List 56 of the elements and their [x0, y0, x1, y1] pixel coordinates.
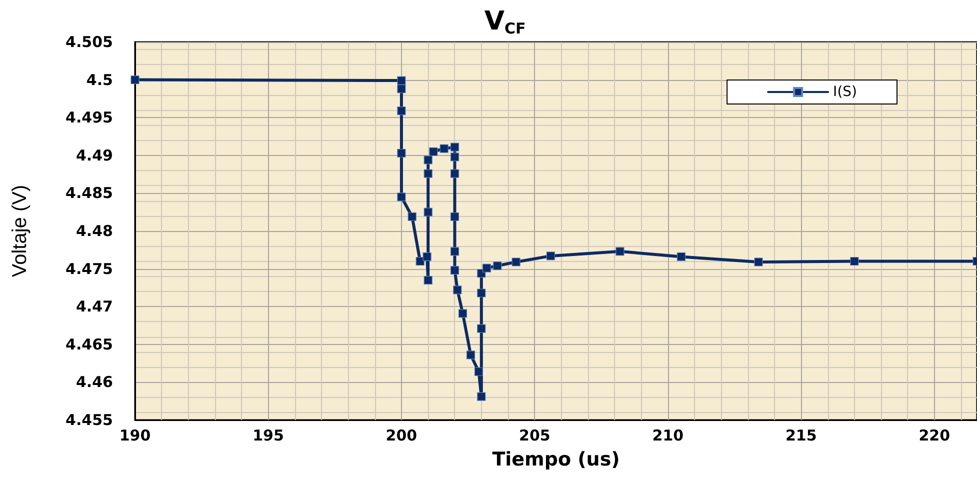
point — [450, 169, 460, 178]
point — [450, 266, 460, 275]
point — [424, 208, 432, 216]
x-tick-label: 190 — [119, 426, 151, 444]
y-tick-label: 4.465 — [66, 335, 113, 354]
point — [422, 252, 432, 262]
x-tick-label: 220 — [918, 426, 950, 444]
point — [397, 106, 406, 116]
point — [397, 76, 406, 85]
point — [474, 367, 484, 376]
point — [424, 169, 432, 178]
point — [424, 156, 432, 164]
y-tick-label: 4.505 — [66, 33, 113, 51]
point — [424, 276, 432, 284]
x-tick-label: 205 — [519, 426, 550, 444]
y-tick-label: 4.485 — [66, 184, 113, 202]
point — [676, 252, 686, 262]
y-tick-label: 4.495 — [66, 108, 113, 127]
x-tick-label: 210 — [652, 426, 684, 444]
point — [450, 142, 460, 152]
point — [546, 252, 555, 260]
point — [616, 247, 624, 256]
point — [408, 212, 416, 221]
point — [477, 392, 486, 401]
point — [477, 288, 486, 298]
x-tick-label: 215 — [785, 426, 817, 444]
y-tick-label: 4.49 — [76, 146, 113, 164]
y-tick-label: 4.5 — [86, 70, 113, 89]
point — [754, 258, 763, 266]
point — [458, 309, 468, 318]
x-axis-title: Tiempo (us) — [492, 448, 620, 470]
point — [450, 212, 460, 221]
legend-label: I(S) — [833, 84, 858, 100]
point — [450, 152, 460, 162]
point — [493, 261, 502, 270]
point — [453, 286, 462, 294]
point — [397, 84, 406, 94]
y-tick-label: 4.475 — [66, 260, 113, 278]
x-tick-label: 200 — [386, 426, 418, 444]
point — [429, 147, 438, 156]
point — [397, 192, 406, 202]
point — [477, 324, 486, 333]
point — [482, 264, 492, 272]
y-tick-label: 4.48 — [76, 222, 113, 240]
y-axis-title: Voltaje (V) — [9, 184, 31, 278]
y-tick-label: 4.46 — [76, 373, 113, 392]
y-tick-label: 4.47 — [76, 298, 113, 316]
x-tick-label: 195 — [252, 426, 284, 444]
point — [466, 350, 476, 360]
point — [397, 148, 406, 158]
point — [512, 258, 520, 266]
point — [130, 76, 140, 84]
y-tick-label: 4.455 — [66, 411, 113, 429]
point — [850, 256, 859, 266]
point — [440, 144, 448, 153]
point — [450, 247, 460, 256]
